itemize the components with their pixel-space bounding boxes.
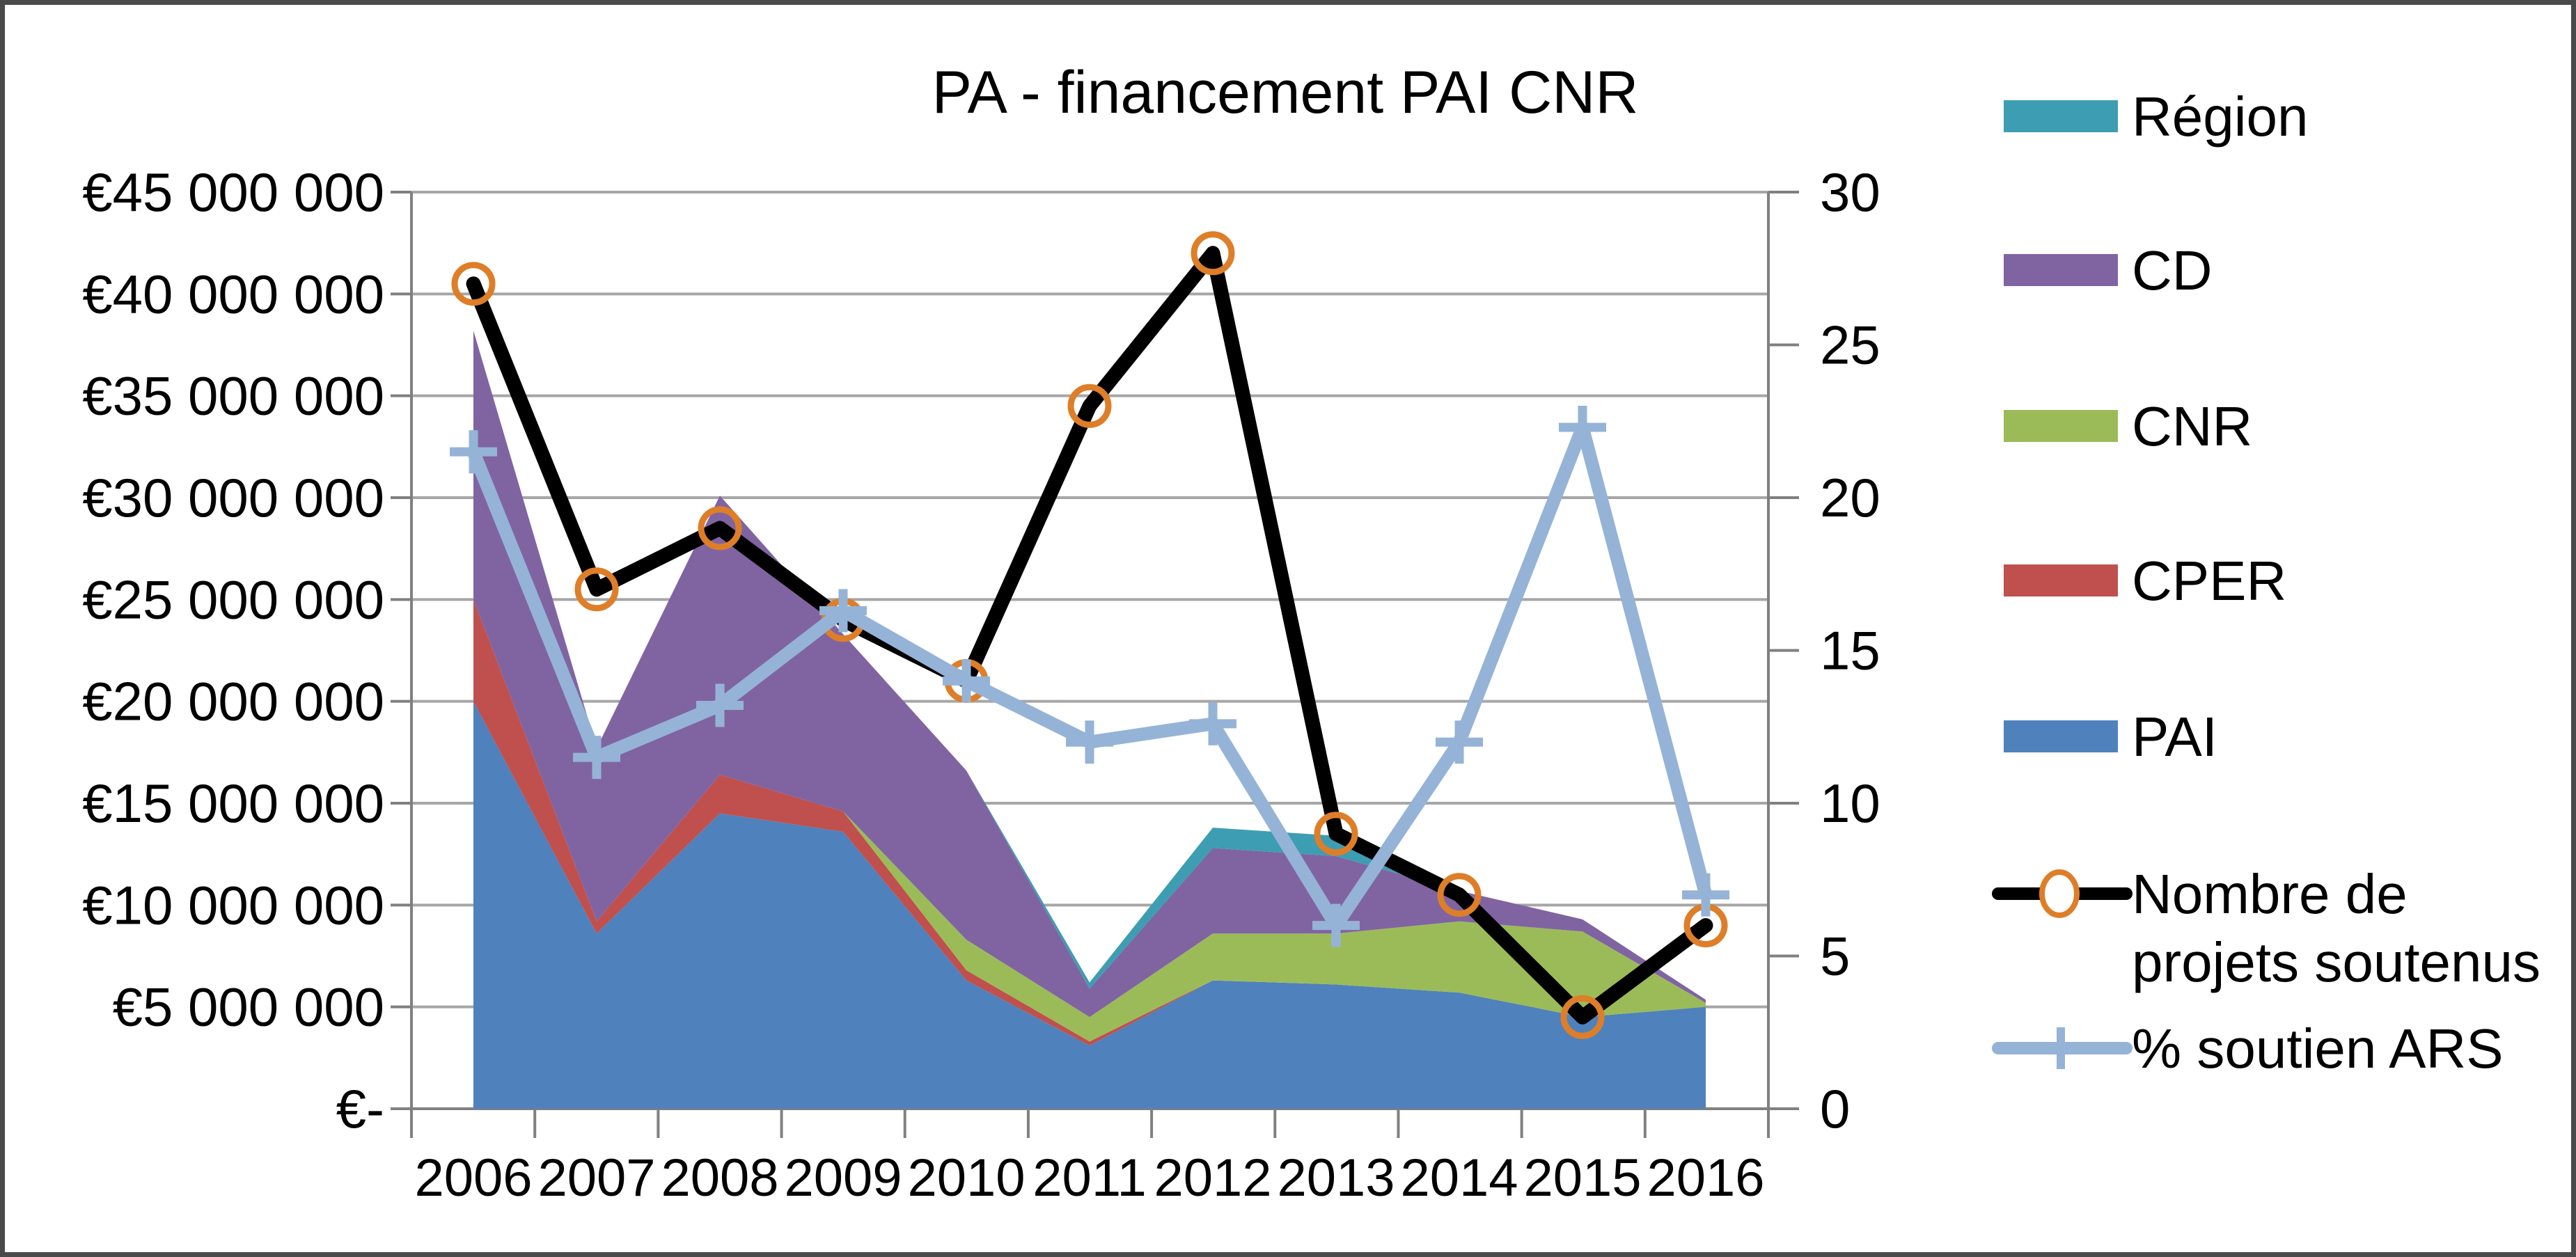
marker-circle <box>1067 384 1112 428</box>
left-axis-label: €5 000 000 <box>113 977 384 1038</box>
legend-label: Nombre de <box>2132 863 2408 925</box>
right-axis-label: 30 <box>1820 161 1880 223</box>
left-axis-label: €40 000 000 <box>82 263 384 324</box>
right-axis-label: 0 <box>1820 1078 1850 1139</box>
left-axis-label: €- <box>336 1078 384 1139</box>
line-series-Nombre de projets soutenus <box>466 246 1713 1025</box>
left-axis-label: €10 000 000 <box>82 874 384 935</box>
marker-circle <box>1314 812 1358 856</box>
x-axis-label: 2014 <box>1400 1148 1518 1208</box>
legend-label: % soutien ARS <box>2132 1018 2504 1080</box>
legend-label: CD <box>2132 239 2213 301</box>
x-axis-label: 2011 <box>1032 1148 1146 1208</box>
left-axis-label: €15 000 000 <box>82 773 384 834</box>
marker-circle <box>1191 231 1235 276</box>
legend-label: projets soutenus <box>2132 931 2540 993</box>
legend-swatch-CPER <box>2004 564 2118 596</box>
area-series-CD <box>473 331 1706 1018</box>
legend-swatch-CD <box>2004 254 2118 286</box>
left-axis-label: €30 000 000 <box>82 467 384 528</box>
left-axis-label: €45 000 000 <box>82 161 384 223</box>
marker-circle <box>1560 995 1605 1039</box>
x-axis-label: 2008 <box>661 1148 778 1208</box>
chart-title: PA - financement PAI CNR <box>932 59 1639 126</box>
legend-swatch-CNR <box>2004 410 2118 442</box>
right-axis-label: 20 <box>1820 467 1880 528</box>
x-axis-label: 2013 <box>1277 1148 1395 1208</box>
area-series-PAI <box>473 701 1706 1109</box>
left-axis-label: €20 000 000 <box>82 671 384 732</box>
right-axis-label: 5 <box>1820 926 1850 987</box>
legend-label: PAI <box>2132 706 2217 768</box>
left-axis-label: €35 000 000 <box>82 365 384 427</box>
marker-circle <box>451 262 496 306</box>
marker-circle <box>698 506 742 551</box>
x-axis-label: 2009 <box>784 1148 902 1208</box>
x-axis-label: 2007 <box>537 1148 655 1208</box>
x-axis-label: 2010 <box>907 1148 1025 1208</box>
legend-label: Région <box>2132 86 2309 148</box>
legend-label: CPER <box>2132 550 2286 612</box>
legend-marker-circle <box>2039 869 2080 918</box>
right-axis-label: 10 <box>1820 773 1880 834</box>
left-axis-label: €25 000 000 <box>82 569 384 630</box>
x-axis-label: 2016 <box>1647 1148 1764 1208</box>
marker-circle <box>1437 873 1482 917</box>
legend-label: CNR <box>2132 395 2252 457</box>
legend-swatch-Région <box>2004 100 2118 132</box>
x-axis-label: 2015 <box>1523 1148 1641 1208</box>
right-axis-label: 15 <box>1820 620 1880 681</box>
x-axis-label: 2012 <box>1154 1148 1271 1208</box>
area-series-CNR <box>473 599 1706 1042</box>
marker-circle <box>574 567 619 612</box>
right-axis-label: 25 <box>1820 315 1880 376</box>
x-axis-label: 2006 <box>414 1148 532 1208</box>
legend-swatch-PAI <box>2004 720 2118 752</box>
